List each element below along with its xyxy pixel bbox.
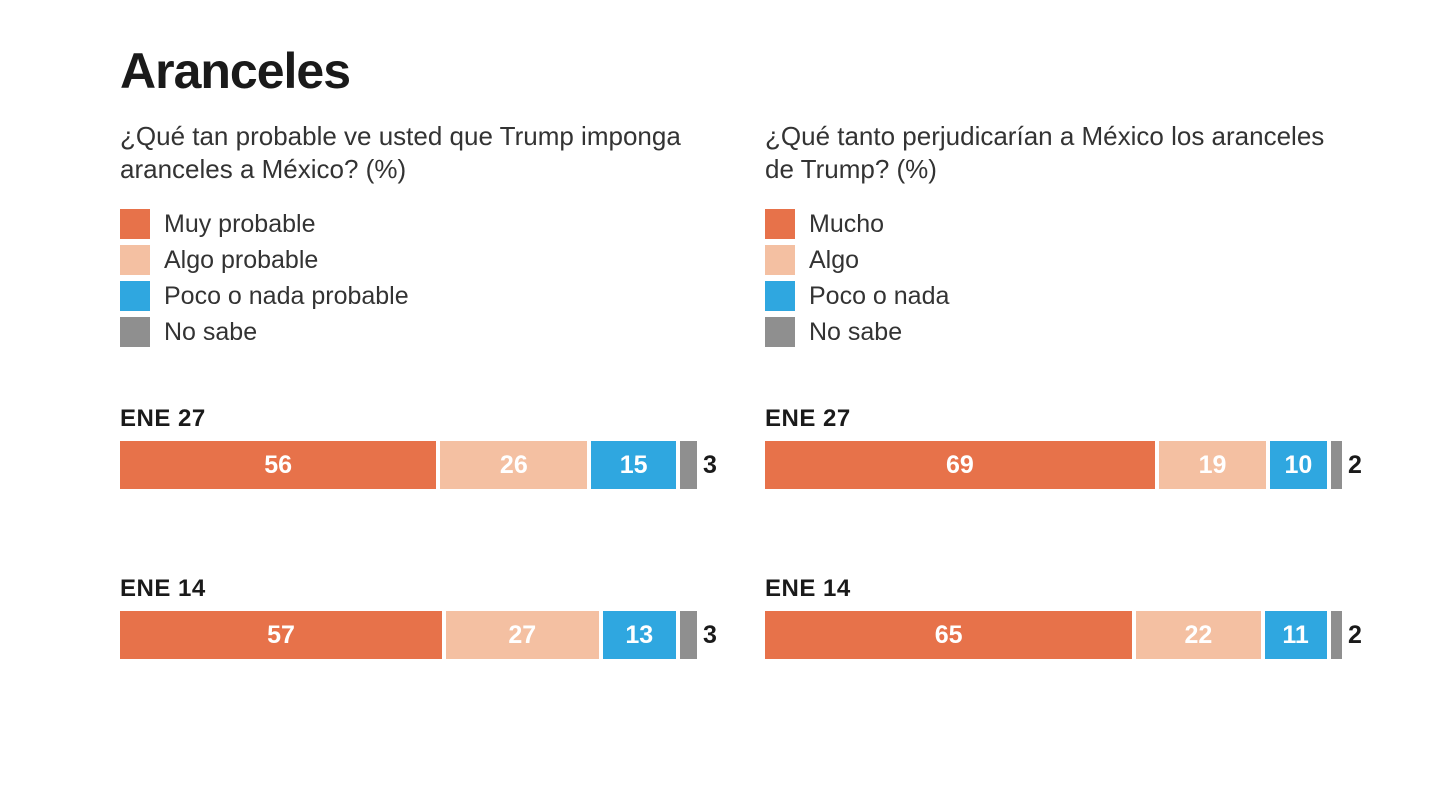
legend-item: Mucho [765, 209, 1330, 239]
bar-date-label: ENE 27 [120, 405, 685, 433]
bar-segment-label-outside: 2 [1342, 441, 1362, 489]
bar-segment: 69 [765, 441, 1155, 489]
bar-date-label: ENE 14 [765, 575, 1330, 603]
bar-segment: 65 [765, 611, 1132, 659]
bar-group: ENE 14 5727133 [120, 575, 685, 659]
bar-segment [1331, 611, 1342, 659]
bar-segment: 19 [1159, 441, 1266, 489]
legend-swatch [120, 281, 150, 311]
legend-swatch [765, 317, 795, 347]
bar-segment: 56 [120, 441, 436, 489]
legend: Mucho Algo Poco o nada No sabe [765, 209, 1330, 347]
legend-label: Algo [809, 246, 859, 275]
bar-segment-label-outside: 2 [1342, 611, 1362, 659]
bar-segment: 11 [1265, 611, 1327, 659]
stacked-bar: 6919102 [765, 441, 1330, 489]
legend-item: Poco o nada [765, 281, 1330, 311]
bar-segment: 26 [440, 441, 587, 489]
legend-label: No sabe [809, 318, 902, 347]
legend-item: No sabe [120, 317, 685, 347]
bar-group: ENE 27 6919102 [765, 405, 1330, 489]
legend-swatch [120, 209, 150, 239]
bar-segment: 10 [1270, 441, 1327, 489]
legend-item: Algo probable [120, 245, 685, 275]
legend-swatch [120, 317, 150, 347]
legend-label: Algo probable [164, 246, 318, 275]
legend-item: Algo [765, 245, 1330, 275]
legend-label: Poco o nada probable [164, 282, 409, 311]
legend-item: No sabe [765, 317, 1330, 347]
legend-item: Poco o nada probable [120, 281, 685, 311]
chart-question: ¿Qué tanto perjudicarían a México los ar… [765, 120, 1330, 185]
bar-segment: 27 [446, 611, 599, 659]
bar-group: ENE 14 6522112 [765, 575, 1330, 659]
bar-segment: 22 [1136, 611, 1260, 659]
bar-date-label: ENE 14 [120, 575, 685, 603]
legend-label: Poco o nada [809, 282, 949, 311]
charts-container: ¿Qué tan probable ve usted que Trump imp… [120, 120, 1330, 745]
bar-segment [680, 441, 697, 489]
stacked-bar: 6522112 [765, 611, 1330, 659]
legend-item: Muy probable [120, 209, 685, 239]
chart-harm: ¿Qué tanto perjudicarían a México los ar… [765, 120, 1330, 745]
stacked-bar: 5626153 [120, 441, 685, 489]
bar-segment-label-outside: 3 [697, 611, 717, 659]
legend-swatch [765, 245, 795, 275]
bar-segment: 57 [120, 611, 442, 659]
chart-probability: ¿Qué tan probable ve usted que Trump imp… [120, 120, 685, 745]
bar-segment-label-outside: 3 [697, 441, 717, 489]
legend-label: Mucho [809, 210, 884, 239]
bar-segment: 13 [603, 611, 676, 659]
chart-question: ¿Qué tan probable ve usted que Trump imp… [120, 120, 685, 185]
bar-date-label: ENE 27 [765, 405, 1330, 433]
bar-segment [680, 611, 697, 659]
chart-title: Aranceles [120, 42, 1330, 100]
bar-segment [1331, 441, 1342, 489]
bar-group: ENE 27 5626153 [120, 405, 685, 489]
bar-segment: 15 [591, 441, 676, 489]
legend: Muy probable Algo probable Poco o nada p… [120, 209, 685, 347]
legend-swatch [765, 209, 795, 239]
stacked-bar: 5727133 [120, 611, 685, 659]
legend-label: Muy probable [164, 210, 315, 239]
legend-label: No sabe [164, 318, 257, 347]
legend-swatch [765, 281, 795, 311]
legend-swatch [120, 245, 150, 275]
